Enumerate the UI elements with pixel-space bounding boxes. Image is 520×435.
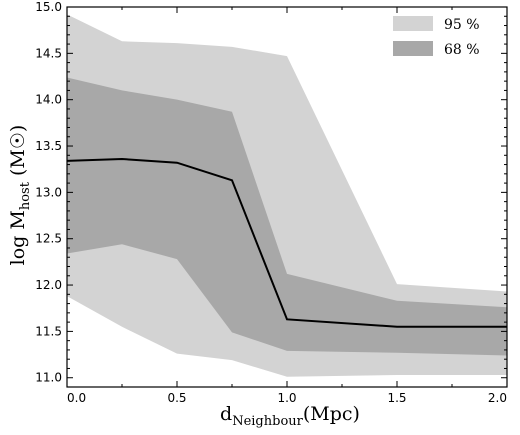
legend-swatch-95 [393, 16, 433, 31]
y-tick-label: 14.0 [35, 93, 62, 107]
median-line [66, 157, 507, 328]
y-tick-label: 14.5 [35, 46, 62, 60]
x-axis-ticks: 0.0 0.5 1.0 1.5 2.0 [66, 7, 508, 405]
y-axis-label: log Mhost (M☉) [7, 125, 33, 266]
legend-label-68: 68 % [444, 42, 480, 58]
y-tick-label: 15.0 [35, 0, 62, 14]
x-tick-label: 1.0 [277, 391, 296, 405]
band-68-percent [67, 77, 507, 356]
y-tick-label: 13.0 [35, 185, 62, 199]
legend-label-95: 95 % [444, 17, 480, 33]
y-tick-label: 11.0 [35, 371, 62, 385]
y-tick-label: 13.5 [35, 139, 62, 153]
plot-area [66, 14, 507, 377]
y-tick-label: 11.5 [35, 324, 62, 338]
x-tick-label: 1.5 [387, 391, 406, 405]
x-tick-label: 0.5 [167, 391, 186, 405]
y-tick-label: 12.5 [35, 232, 62, 246]
y-tick-label: 12.0 [35, 278, 62, 292]
legend-swatch-68 [393, 41, 433, 56]
legend: 95 % 68 % [393, 16, 480, 58]
y-axis-ticks: 11.0 11.5 12.0 12.5 13.0 13.5 14.0 14.5 15.0 [35, 0, 507, 385]
x-axis-label: dNeighbour(Mpc) [220, 403, 360, 429]
x-tick-label: 2.0 [488, 391, 507, 405]
x-tick-label: 0.0 [67, 391, 86, 405]
plot-frame [66, 6, 508, 388]
